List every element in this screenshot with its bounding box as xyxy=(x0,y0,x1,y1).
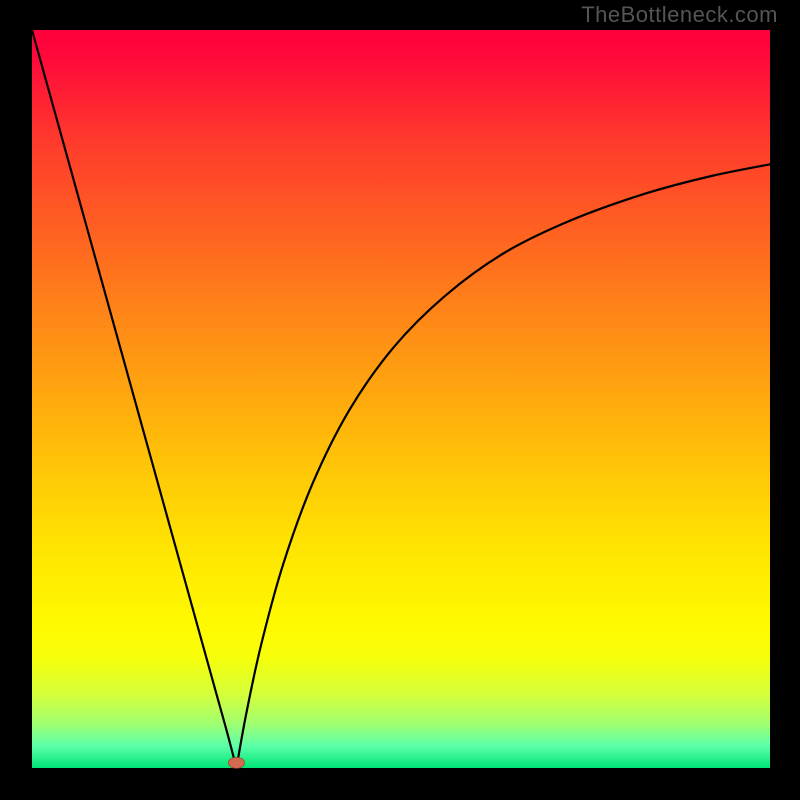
curve-layer xyxy=(32,30,770,768)
watermark-text: TheBottleneck.com xyxy=(581,2,778,28)
figure-root: TheBottleneck.com xyxy=(0,0,800,800)
minimum-marker xyxy=(228,757,244,768)
plot-area xyxy=(32,30,770,768)
bottleneck-curve-right xyxy=(236,164,770,768)
bottleneck-curve-left xyxy=(32,30,236,768)
